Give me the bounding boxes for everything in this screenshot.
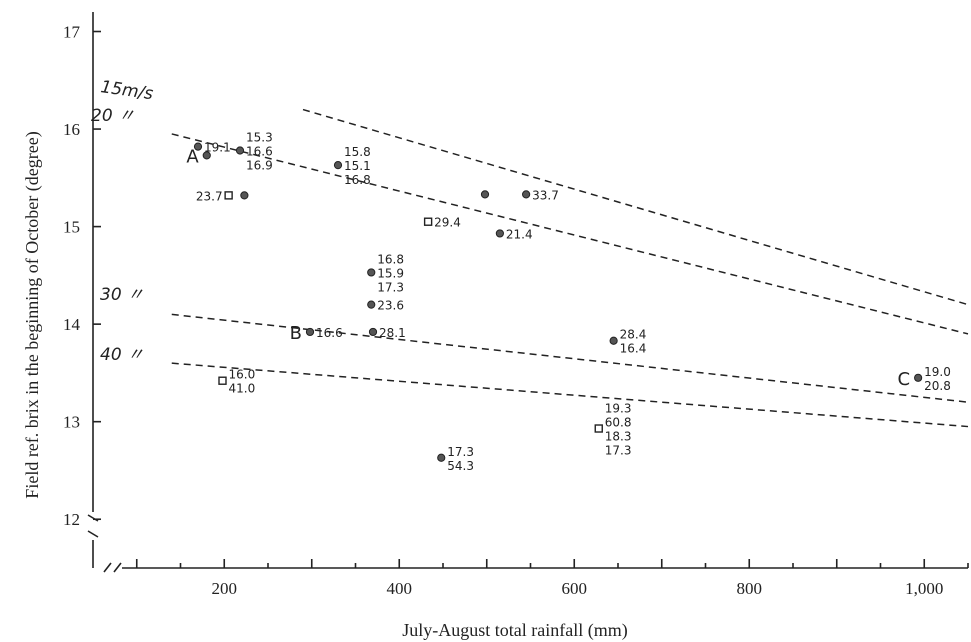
point-circle	[333, 161, 343, 170]
point-label: 17.3	[377, 280, 404, 294]
wind-line	[171, 362, 969, 428]
point-label: 17.3	[447, 445, 474, 459]
point-circle	[235, 146, 245, 155]
point-label: 60.8	[605, 416, 632, 430]
point-label: 23.6	[377, 299, 404, 313]
point-label: 28.1	[379, 326, 406, 340]
point-letter: C	[898, 369, 911, 390]
point-label: 41.0	[229, 382, 256, 396]
y-tick-label: 14	[63, 315, 81, 334]
x-tick-label: 1,000	[905, 579, 943, 598]
wind-line-label: 30 〃	[100, 285, 144, 305]
point-label: 16.6	[246, 145, 273, 159]
point-label: 19.3	[605, 402, 632, 416]
point-label: 16.0	[229, 368, 256, 382]
point-label: 21.4	[506, 227, 533, 241]
wind-line	[171, 313, 969, 403]
point-circle	[495, 229, 504, 238]
point-label: 54.3	[447, 459, 474, 473]
point-label: 19.1	[204, 141, 231, 155]
point-label: 29.4	[434, 216, 461, 230]
y-tick-label: 13	[63, 413, 80, 432]
point-label: 15.8	[344, 145, 371, 159]
wind-speed-lines: 15m/s20 〃 30 〃 40 〃	[91, 77, 969, 428]
point-circle	[367, 268, 376, 277]
point-label: 15.9	[377, 266, 404, 280]
point-circle	[437, 453, 446, 462]
x-tick-label: 600	[562, 579, 588, 598]
chart-axes: 12 13 14 15 16 17 200 400 600 800 1,000	[63, 12, 969, 598]
x-tick-label: 800	[737, 579, 763, 598]
point-circle	[202, 151, 211, 160]
point-label: 16.9	[246, 159, 273, 173]
y-axis-break	[87, 514, 99, 538]
point-square	[423, 217, 433, 226]
point-circle	[522, 190, 531, 199]
point-label: 17.3	[605, 444, 632, 458]
point-circle	[914, 373, 923, 382]
point-label: 28.4	[620, 328, 647, 342]
wind-line-label: 15m/s	[99, 77, 154, 104]
wind-line-label: 40 〃	[100, 345, 144, 365]
point-label: 16.8	[344, 173, 371, 187]
x-tick-label: 200	[212, 579, 238, 598]
point-label: 15.3	[246, 131, 273, 145]
data-points: 19.1A15.316.616.923.715.815.116.833.729.…	[186, 131, 950, 473]
point-circle	[609, 336, 618, 345]
point-letter: B	[290, 323, 302, 344]
wind-line	[171, 133, 969, 335]
wind-line	[302, 108, 969, 306]
x-axis-title: July-August total rainfall (mm)	[402, 620, 627, 641]
point-label: 15.1	[344, 159, 371, 173]
point-label: 18.3	[605, 430, 632, 444]
point-label: 16.6	[316, 326, 343, 340]
point-label: 16.4	[620, 342, 647, 356]
point-square	[218, 376, 227, 385]
y-axis-title: Field ref. brix in the beginning of Octo…	[22, 131, 43, 498]
y-tick-label: 16	[63, 120, 80, 139]
point-circle	[367, 300, 376, 309]
y-tick-label: 17	[63, 23, 81, 42]
point-square	[224, 191, 233, 200]
point-circle	[240, 191, 249, 200]
point-letter: A	[186, 146, 199, 167]
x-axis-break	[103, 562, 122, 573]
point-label: 33.7	[532, 188, 559, 202]
point-circle	[480, 190, 490, 199]
point-square	[594, 424, 603, 433]
y-tick-label: 15	[63, 218, 80, 237]
wind-line-label: 20 〃	[91, 106, 135, 126]
point-circle	[305, 327, 315, 337]
point-circle	[368, 327, 378, 337]
y-tick-label: 12	[63, 510, 80, 529]
point-label: 23.7	[196, 189, 223, 203]
point-circle	[193, 142, 203, 151]
point-label: 20.8	[924, 379, 951, 393]
point-label: 16.8	[377, 252, 404, 266]
point-label: 19.0	[924, 365, 951, 379]
x-tick-label: 400	[387, 579, 413, 598]
